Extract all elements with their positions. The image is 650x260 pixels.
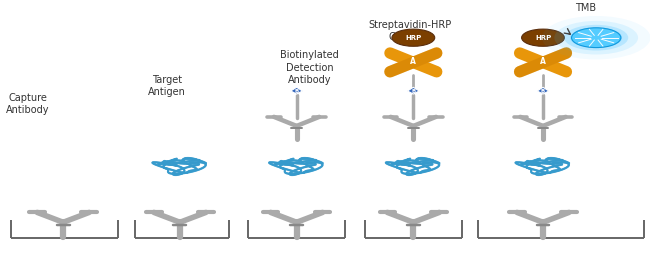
Text: HRP: HRP	[405, 35, 421, 41]
Text: Capture
Antibody: Capture Antibody	[6, 93, 49, 115]
Text: Target
Antigen: Target Antigen	[148, 75, 186, 97]
Circle shape	[570, 27, 622, 48]
Text: A: A	[540, 57, 546, 66]
Polygon shape	[537, 87, 549, 94]
Text: HRP: HRP	[535, 35, 551, 41]
Text: B: B	[411, 88, 415, 94]
Polygon shape	[291, 87, 302, 94]
Circle shape	[392, 29, 435, 46]
Text: A: A	[410, 57, 416, 66]
Text: TMB: TMB	[575, 3, 595, 13]
Text: B: B	[294, 88, 299, 94]
Text: Streptavidin-HRP
Complex: Streptavidin-HRP Complex	[369, 20, 452, 42]
Circle shape	[554, 21, 638, 55]
Circle shape	[542, 16, 650, 60]
Text: B: B	[541, 88, 545, 94]
Text: Biotinylated
Detection
Antibody: Biotinylated Detection Antibody	[280, 50, 339, 85]
Polygon shape	[408, 87, 419, 94]
Circle shape	[571, 28, 621, 48]
Circle shape	[521, 29, 564, 46]
Circle shape	[564, 25, 628, 50]
